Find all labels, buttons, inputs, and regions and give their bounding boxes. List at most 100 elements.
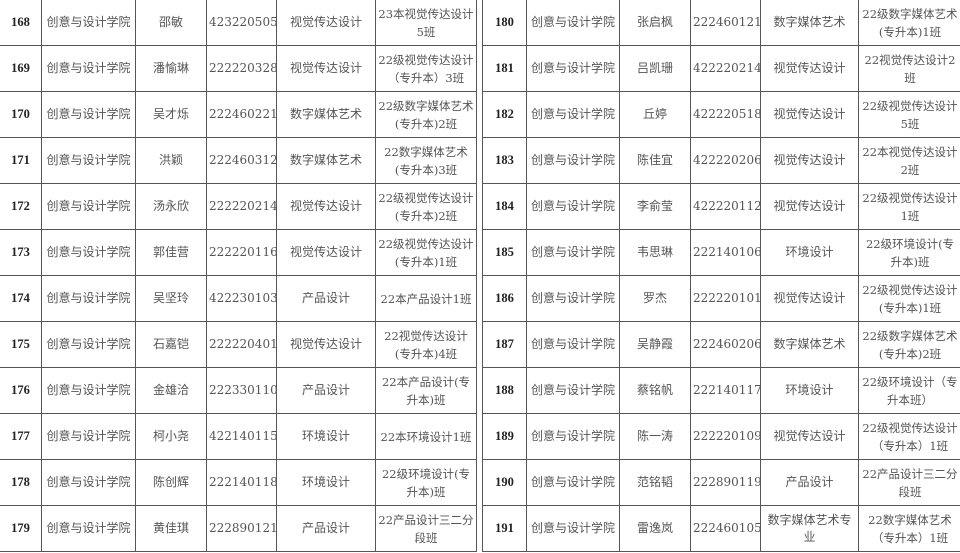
row-number: 183 xyxy=(482,137,527,184)
student-id-cell: 222890119 xyxy=(690,459,761,506)
table-row: 189 创意与设计学院 陈一涛 222220109 视觉传达设计 22级视觉传达设计（专升… xyxy=(482,413,960,460)
class-cell: 22级视觉传达设计(专升本)1班 xyxy=(858,275,960,322)
student-id-cell: 222220214 xyxy=(206,183,277,230)
major-cell: 环境设计 xyxy=(760,367,859,414)
table-row: 180 创意与设计学院 张启枫 222460121 数字媒体艺术 22级数字媒体艺术(专升… xyxy=(482,0,960,46)
table-row: 183 创意与设计学院 陈佳宜 422220206 视觉传达设计 22本视觉传达设计2班 xyxy=(482,137,960,184)
row-number: 179 xyxy=(0,505,42,552)
row-number: 168 xyxy=(0,0,42,46)
student-id-cell: 422220206 xyxy=(690,137,761,184)
major-cell: 视觉传达设计 xyxy=(760,413,859,460)
college-cell: 创意与设计学院 xyxy=(41,275,136,322)
major-cell: 视觉传达设计 xyxy=(276,321,376,368)
college-cell: 创意与设计学院 xyxy=(41,183,136,230)
class-cell: 23本视觉传达设计5班 xyxy=(375,0,477,46)
table-row: 190 创意与设计学院 范铭韬 222890119 产品设计 22产品设计三二分段班 xyxy=(482,459,960,506)
major-cell: 产品设计 xyxy=(760,459,859,506)
major-cell: 产品设计 xyxy=(276,275,376,322)
class-cell: 22级视觉传达设计(专升本)2班 xyxy=(375,183,477,230)
row-number: 181 xyxy=(482,45,527,92)
major-cell: 数字媒体艺术 xyxy=(276,91,376,138)
major-cell: 视觉传达设计 xyxy=(276,229,376,276)
table-row: 179 创意与设计学院 黄佳琪 222890121 产品设计 22产品设计三二分段班 xyxy=(0,505,477,552)
college-cell: 创意与设计学院 xyxy=(41,459,136,506)
student-id-cell: 222220401 xyxy=(206,321,277,368)
row-number: 188 xyxy=(482,367,527,414)
table-row: 185 创意与设计学院 韦思琳 222140106 环境设计 22级环境设计(专升本)班 xyxy=(482,229,960,276)
major-cell: 数字媒体艺术 xyxy=(760,0,859,46)
student-name-cell: 吴才烁 xyxy=(135,91,207,138)
student-name-cell: 张启枫 xyxy=(619,0,691,46)
major-cell: 数字媒体艺术专业 xyxy=(760,505,859,552)
student-id-cell: 222890121 xyxy=(206,505,277,552)
table-row: 188 创意与设计学院 蔡铭帆 222140117 环境设计 22级环境设计（专升本班） xyxy=(482,367,960,414)
class-cell: 22级环境设计(专升本)班 xyxy=(858,229,960,276)
row-number: 170 xyxy=(0,91,42,138)
student-name-cell: 汤永欣 xyxy=(135,183,207,230)
student-id-cell: 422220518 xyxy=(690,91,761,138)
class-cell: 22级数字媒体艺术(专升本)1班 xyxy=(858,0,960,46)
college-cell: 创意与设计学院 xyxy=(41,229,136,276)
college-cell: 创意与设计学院 xyxy=(526,91,620,138)
row-number: 190 xyxy=(482,459,527,506)
major-cell: 数字媒体艺术 xyxy=(760,321,859,368)
table-row: 182 创意与设计学院 丘婷 422220518 视觉传达设计 22级视觉传达设计5班 xyxy=(482,91,960,138)
student-id-cell: 422220112 xyxy=(690,183,761,230)
table-row: 175 创意与设计学院 石嘉铠 222220401 视觉传达设计 22视觉传达设计(专升本… xyxy=(0,321,477,368)
student-id-cell: 423220505 xyxy=(206,0,277,46)
major-cell: 产品设计 xyxy=(276,367,376,414)
row-number: 184 xyxy=(482,183,527,230)
class-cell: 22数字媒体艺术（专升本）1班 xyxy=(858,505,960,552)
row-number: 189 xyxy=(482,413,527,460)
row-number: 175 xyxy=(0,321,42,368)
class-cell: 22本环境设计1班 xyxy=(375,413,477,460)
major-cell: 视觉传达设计 xyxy=(276,183,376,230)
college-cell: 创意与设计学院 xyxy=(526,229,620,276)
class-cell: 22本产品设计(专升本)班 xyxy=(375,367,477,414)
student-id-cell: 222330110 xyxy=(206,367,277,414)
row-number: 186 xyxy=(482,275,527,322)
student-name-cell: 雷逸岚 xyxy=(619,505,691,552)
row-number: 191 xyxy=(482,505,527,552)
college-cell: 创意与设计学院 xyxy=(41,0,136,46)
roster-table-right-body: 180 创意与设计学院 张启枫 222460121 数字媒体艺术 22级数字媒体艺术(专升… xyxy=(482,0,960,552)
class-cell: 22级视觉传达设计(专升本)1班 xyxy=(375,229,477,276)
class-cell: 22级数字媒体艺术(专升本)2班 xyxy=(375,91,477,138)
major-cell: 视觉传达设计 xyxy=(760,275,859,322)
college-cell: 创意与设计学院 xyxy=(526,505,620,552)
roster-table-right: 180 创意与设计学院 张启枫 222460121 数字媒体艺术 22级数字媒体艺术(专升… xyxy=(482,0,960,552)
student-name-cell: 范铭韬 xyxy=(619,459,691,506)
student-name-cell: 陈佳宜 xyxy=(619,137,691,184)
table-row: 187 创意与设计学院 吴静霞 222460206 数字媒体艺术 22级数字媒体艺术(专升… xyxy=(482,321,960,368)
student-name-cell: 黄佳琪 xyxy=(135,505,207,552)
college-cell: 创意与设计学院 xyxy=(526,183,620,230)
student-name-cell: 陈一涛 xyxy=(619,413,691,460)
student-name-cell: 邵敏 xyxy=(135,0,207,46)
student-name-cell: 吴坚玲 xyxy=(135,275,207,322)
row-number: 169 xyxy=(0,45,42,92)
student-id-cell: 222140117 xyxy=(690,367,761,414)
college-cell: 创意与设计学院 xyxy=(526,137,620,184)
student-id-cell: 422220214 xyxy=(690,45,761,92)
student-name-cell: 柯小尧 xyxy=(135,413,207,460)
student-name-cell: 金雄洽 xyxy=(135,367,207,414)
roster-table-left: 168 创意与设计学院 邵敏 423220505 视觉传达设计 23本视觉传达设计5班 16… xyxy=(0,0,477,552)
class-cell: 22数字媒体艺术(专升本)3班 xyxy=(375,137,477,184)
college-cell: 创意与设计学院 xyxy=(41,137,136,184)
student-name-cell: 潘愉琳 xyxy=(135,45,207,92)
major-cell: 数字媒体艺术 xyxy=(276,137,376,184)
table-row: 191 创意与设计学院 雷逸岚 222460105 数字媒体艺术专业 22数字媒体艺术（专… xyxy=(482,505,960,552)
table-row: 176 创意与设计学院 金雄洽 222330110 产品设计 22本产品设计(专升本)班 xyxy=(0,367,477,414)
row-number: 176 xyxy=(0,367,42,414)
table-row: 169 创意与设计学院 潘愉琳 222220328 视觉传达设计 22级视觉传达设计（专升… xyxy=(0,45,477,92)
table-row: 171 创意与设计学院 洪颖 222460312 数字媒体艺术 22数字媒体艺术(专升本)… xyxy=(0,137,477,184)
college-cell: 创意与设计学院 xyxy=(526,413,620,460)
table-row: 172 创意与设计学院 汤永欣 222220214 视觉传达设计 22级视觉传达设计(专升… xyxy=(0,183,477,230)
college-cell: 创意与设计学院 xyxy=(41,321,136,368)
major-cell: 视觉传达设计 xyxy=(760,91,859,138)
college-cell: 创意与设计学院 xyxy=(526,45,620,92)
student-name-cell: 吴静霞 xyxy=(619,321,691,368)
student-name-cell: 韦思琳 xyxy=(619,229,691,276)
row-number: 174 xyxy=(0,275,42,322)
college-cell: 创意与设计学院 xyxy=(41,91,136,138)
